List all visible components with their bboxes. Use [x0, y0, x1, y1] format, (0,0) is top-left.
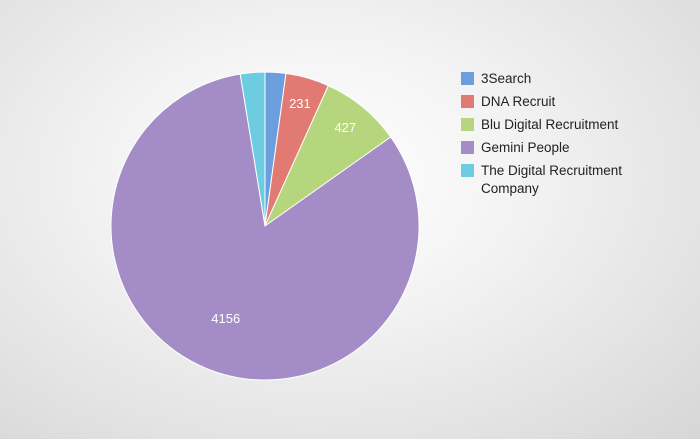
pie-slice-the-digital-recruitment-company[interactable] [239, 71, 266, 227]
legend-label: The Digital Recruitment Company [481, 163, 623, 196]
legend-swatch-the-digital-recruitment-company [461, 164, 474, 177]
data-label-dna-recruit: 231 [289, 96, 311, 111]
data-label-gemini-people: 4156 [211, 311, 240, 326]
pie-slice-gemini-people[interactable] [110, 73, 420, 381]
legend: 3Search DNA Recruit Blu Digital Recruitm… [461, 70, 661, 203]
legend-swatch-blu-digital-recruitment [461, 118, 474, 131]
legend-item-gemini-people[interactable]: Gemini People [461, 139, 661, 157]
legend-swatch-gemini-people [461, 141, 474, 154]
legend-swatch-3search [461, 72, 474, 85]
legend-swatch-dna-recruit [461, 95, 474, 108]
legend-item-3search[interactable]: 3Search [461, 70, 661, 88]
data-label-blu-digital-recruitment: 427 [334, 120, 356, 135]
legend-label: DNA Recruit [481, 94, 556, 109]
legend-label: Gemini People [481, 140, 570, 155]
legend-item-the-digital-recruitment-company[interactable]: The Digital Recruitment Company [461, 162, 661, 198]
legend-label: 3Search [481, 71, 532, 86]
legend-item-blu-digital-recruitment[interactable]: Blu Digital Recruitment [461, 116, 661, 134]
legend-label: Blu Digital Recruitment [481, 117, 619, 132]
legend-item-dna-recruit[interactable]: DNA Recruit [461, 93, 661, 111]
